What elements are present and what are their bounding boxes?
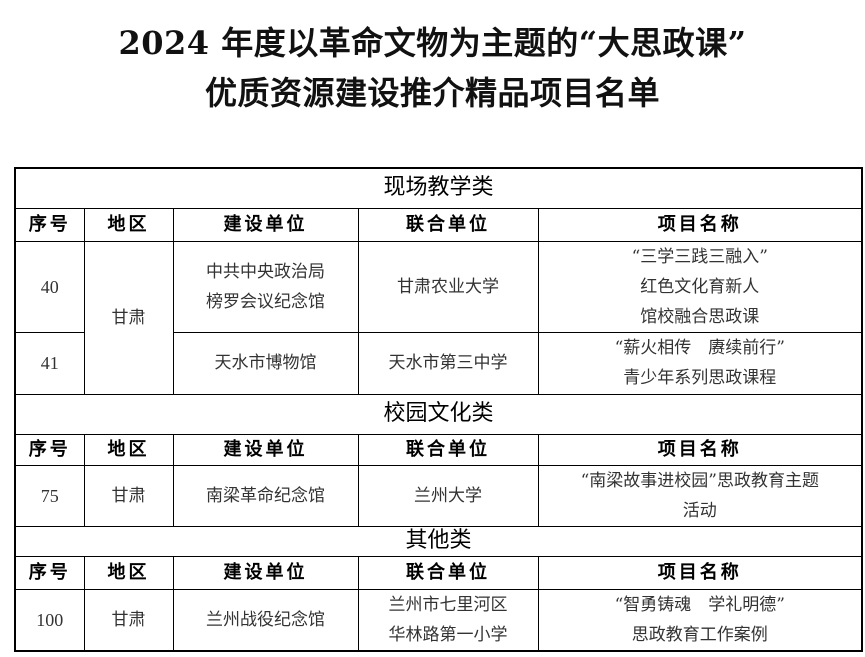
- builder-cell: 南梁革命纪念馆: [172, 464, 359, 527]
- column-header: 地区: [83, 555, 174, 590]
- project-cell: “南梁故事进校园”思政教育主题 活动: [537, 464, 863, 527]
- document-title-line2: 优质资源建设推介精品项目名单: [204, 74, 660, 112]
- partner-line: 兰州市七里河区: [388, 594, 508, 615]
- section-title: 现场教学类: [14, 167, 863, 209]
- region-cell: 甘肃: [83, 240, 174, 395]
- column-header: 序号: [14, 433, 85, 466]
- partner-cell: 甘肃农业大学: [357, 240, 539, 333]
- partner-line: 天水市第三中学: [388, 353, 508, 373]
- header-row: 序号 地区 建设单位 联合单位 项目名称: [14, 207, 863, 242]
- row-number: 41: [14, 331, 85, 395]
- partner-line: 甘肃农业大学: [397, 276, 499, 297]
- section-row: 其他类: [14, 525, 863, 557]
- project-cell: “薪火相传 赓续前行” 青少年系列思政课程: [537, 331, 863, 395]
- builder-cell: 中共中央政治局 榜罗会议纪念馆: [172, 240, 359, 333]
- project-line: 活动: [682, 500, 717, 521]
- builder-line: 榜罗会议纪念馆: [206, 291, 325, 312]
- project-cell: “三学三践三融入” 红色文化育新人 馆校融合思政课: [537, 240, 863, 333]
- builder-cell: 兰州战役纪念馆: [172, 588, 359, 651]
- column-header: 地区: [83, 433, 174, 466]
- column-header: 序号: [14, 555, 85, 590]
- table-row: 41 天水市博物馆 天水市第三中学 “薪火相传 赓续前行” 青少年系列思政课程: [14, 331, 863, 395]
- row-number: 75: [14, 464, 85, 527]
- column-header: 项目名称: [537, 433, 863, 466]
- project-line: “三学三践三融入”: [631, 246, 768, 267]
- column-header: 建设单位: [172, 555, 359, 590]
- project-line: “南梁故事进校园”思政教育主题: [580, 470, 819, 491]
- column-header: 项目名称: [537, 555, 863, 590]
- region-cell: 甘肃: [83, 588, 174, 651]
- builder-cell: 天水市博物馆: [172, 331, 359, 395]
- row-number: 40: [14, 240, 85, 333]
- header-row: 序号 地区 建设单位 联合单位 项目名称: [14, 433, 863, 466]
- partner-cell: 兰州大学: [357, 464, 539, 527]
- project-line: 思政教育工作案例: [631, 624, 768, 645]
- project-line: 馆校融合思政课: [640, 306, 760, 327]
- builder-line: 天水市博物馆: [214, 353, 317, 373]
- project-line: 青少年系列思政课程: [623, 368, 777, 388]
- section-row: 校园文化类: [14, 393, 863, 435]
- table-row: 40 甘肃 中共中央政治局 榜罗会议纪念馆 甘肃农业大学 “三学三践三融入” 红色文化育新人…: [14, 240, 863, 395]
- header-row: 序号 地区 建设单位 联合单位 项目名称: [14, 555, 863, 590]
- row-number: 100: [14, 588, 85, 651]
- builder-line: 南梁革命纪念馆: [206, 485, 325, 506]
- project-line: 红色文化育新人: [640, 276, 760, 297]
- builder-line: 中共中央政治局: [206, 261, 325, 282]
- table-row: 100 甘肃 兰州战役纪念馆 兰州市七里河区 华林路第一小学 “智勇铸魂 学礼明德” 思政教…: [14, 588, 863, 651]
- project-line: “智勇铸魂 学礼明德”: [614, 594, 785, 615]
- column-header: 序号: [14, 207, 85, 242]
- column-header: 联合单位: [357, 555, 539, 590]
- builder-line: 兰州战役纪念馆: [206, 609, 325, 630]
- partner-cell: 天水市第三中学: [357, 331, 539, 395]
- column-header: 建设单位: [172, 207, 359, 242]
- partner-line: 兰州大学: [414, 485, 482, 506]
- column-header: 项目名称: [537, 207, 863, 242]
- table-row: 75 甘肃 南梁革命纪念馆 兰州大学 “南梁故事进校园”思政教育主题 活动: [14, 464, 863, 527]
- column-header: 地区: [83, 207, 174, 242]
- project-line: “薪火相传 赓续前行”: [614, 338, 785, 358]
- project-cell: “智勇铸魂 学礼明德” 思政教育工作案例: [537, 588, 863, 651]
- column-header: 联合单位: [357, 433, 539, 466]
- document-title-line1: 2024 年度以革命文物为主题的“大思政课”: [118, 24, 747, 62]
- column-header: 建设单位: [172, 433, 359, 466]
- partner-cell: 兰州市七里河区 华林路第一小学: [357, 588, 539, 651]
- column-header: 联合单位: [357, 207, 539, 242]
- project-list-table: 现场教学类 序号 地区 建设单位 联合单位 项目名称 40 甘肃 中共中央政治局 榜罗会议纪念馆甘…: [14, 167, 864, 652]
- section-title: 其他类: [14, 525, 863, 557]
- section-title: 校园文化类: [14, 393, 863, 435]
- region-cell: 甘肃: [83, 464, 174, 527]
- section-row: 现场教学类: [14, 167, 863, 209]
- partner-line: 华林路第一小学: [388, 624, 508, 645]
